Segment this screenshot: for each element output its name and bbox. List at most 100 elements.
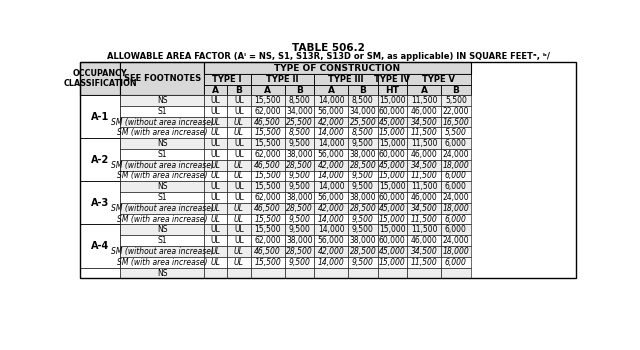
Text: 6,000: 6,000 (445, 225, 467, 234)
Text: UL: UL (211, 247, 221, 256)
Text: 46,000: 46,000 (411, 150, 438, 159)
Bar (80, 62, 576, 278)
Bar (120, 170, 204, 181)
Bar (441, 106, 470, 117)
Text: A-1: A-1 (91, 112, 109, 122)
Bar (285, 203, 314, 214)
Text: HT: HT (385, 86, 399, 94)
Text: 9,500: 9,500 (289, 258, 310, 267)
Text: 28,500: 28,500 (349, 161, 376, 170)
Text: UL: UL (211, 96, 221, 105)
Bar (441, 192, 470, 203)
Text: 42,000: 42,000 (317, 118, 344, 127)
Bar (441, 95, 470, 106)
Bar (285, 106, 314, 117)
Bar (204, 106, 227, 117)
Bar (378, 149, 407, 160)
Bar (227, 138, 250, 149)
Text: 45,000: 45,000 (379, 161, 406, 170)
Text: 11,500: 11,500 (411, 96, 437, 105)
Bar (441, 160, 470, 170)
Text: A-3: A-3 (91, 198, 109, 208)
Bar (441, 224, 470, 235)
Text: B: B (360, 86, 366, 94)
Bar (441, 170, 470, 181)
Bar (204, 192, 227, 203)
Text: 9,500: 9,500 (289, 182, 310, 191)
Bar (348, 95, 378, 106)
Text: 28,500: 28,500 (286, 247, 313, 256)
Bar (314, 181, 348, 192)
Bar (378, 214, 407, 224)
Text: 14,000: 14,000 (318, 96, 344, 105)
Text: A-4: A-4 (91, 241, 109, 251)
Text: B: B (236, 86, 243, 94)
Text: UL: UL (234, 128, 244, 137)
Text: 15,000: 15,000 (379, 182, 406, 191)
Text: NS: NS (157, 96, 168, 105)
Text: UL: UL (234, 204, 244, 213)
Text: 18,000: 18,000 (442, 161, 469, 170)
Text: 24,000: 24,000 (443, 150, 469, 159)
Bar (348, 203, 378, 214)
Bar (285, 214, 314, 224)
Bar (250, 192, 285, 203)
Text: UL: UL (211, 258, 221, 267)
Text: 11,500: 11,500 (411, 215, 438, 224)
Text: UL: UL (234, 96, 244, 105)
Bar (348, 127, 378, 138)
Text: UL: UL (234, 139, 244, 148)
Text: 11,500: 11,500 (411, 128, 438, 137)
Text: 9,500: 9,500 (289, 225, 310, 234)
Text: 6,000: 6,000 (445, 215, 467, 224)
Bar (250, 224, 285, 235)
Text: 28,500: 28,500 (349, 247, 376, 256)
Bar (285, 95, 314, 106)
Bar (378, 160, 407, 170)
Text: 45,000: 45,000 (379, 247, 406, 256)
Text: 16,500: 16,500 (442, 118, 469, 127)
Text: 11,500: 11,500 (411, 258, 438, 267)
Bar (227, 95, 250, 106)
Bar (314, 85, 348, 95)
Bar (348, 214, 378, 224)
Bar (285, 160, 314, 170)
Bar (227, 246, 250, 257)
Text: UL: UL (211, 139, 221, 148)
Bar (314, 268, 348, 278)
Text: 56,000: 56,000 (317, 150, 344, 159)
Text: 15,500: 15,500 (254, 128, 281, 137)
Bar (378, 138, 407, 149)
Bar (378, 95, 407, 106)
Text: 14,000: 14,000 (318, 182, 344, 191)
Bar (204, 117, 227, 127)
Text: 38,000: 38,000 (349, 193, 376, 202)
Bar (407, 85, 441, 95)
Text: S1: S1 (157, 107, 167, 116)
Bar (80, 42, 576, 62)
Bar (441, 138, 470, 149)
Text: 15,000: 15,000 (379, 128, 406, 137)
Bar (227, 160, 250, 170)
Text: 14,000: 14,000 (318, 225, 344, 234)
Text: 38,000: 38,000 (286, 236, 312, 245)
Bar (285, 117, 314, 127)
Text: UL: UL (234, 225, 244, 234)
Bar (441, 268, 470, 278)
Bar (407, 95, 441, 106)
Bar (80, 138, 120, 181)
Bar (204, 74, 250, 85)
Text: 15,500: 15,500 (254, 225, 281, 234)
Text: S1: S1 (157, 193, 167, 202)
Text: 9,500: 9,500 (352, 182, 374, 191)
Text: SM (without area increase): SM (without area increase) (111, 247, 214, 256)
Bar (80, 224, 120, 268)
Text: 25,500: 25,500 (286, 118, 313, 127)
Bar (120, 224, 204, 235)
Text: TYPE V: TYPE V (422, 75, 455, 84)
Text: S1: S1 (157, 236, 167, 245)
Text: 9,500: 9,500 (289, 215, 310, 224)
Text: NS: NS (157, 268, 168, 278)
Bar (407, 257, 441, 268)
Bar (120, 181, 204, 192)
